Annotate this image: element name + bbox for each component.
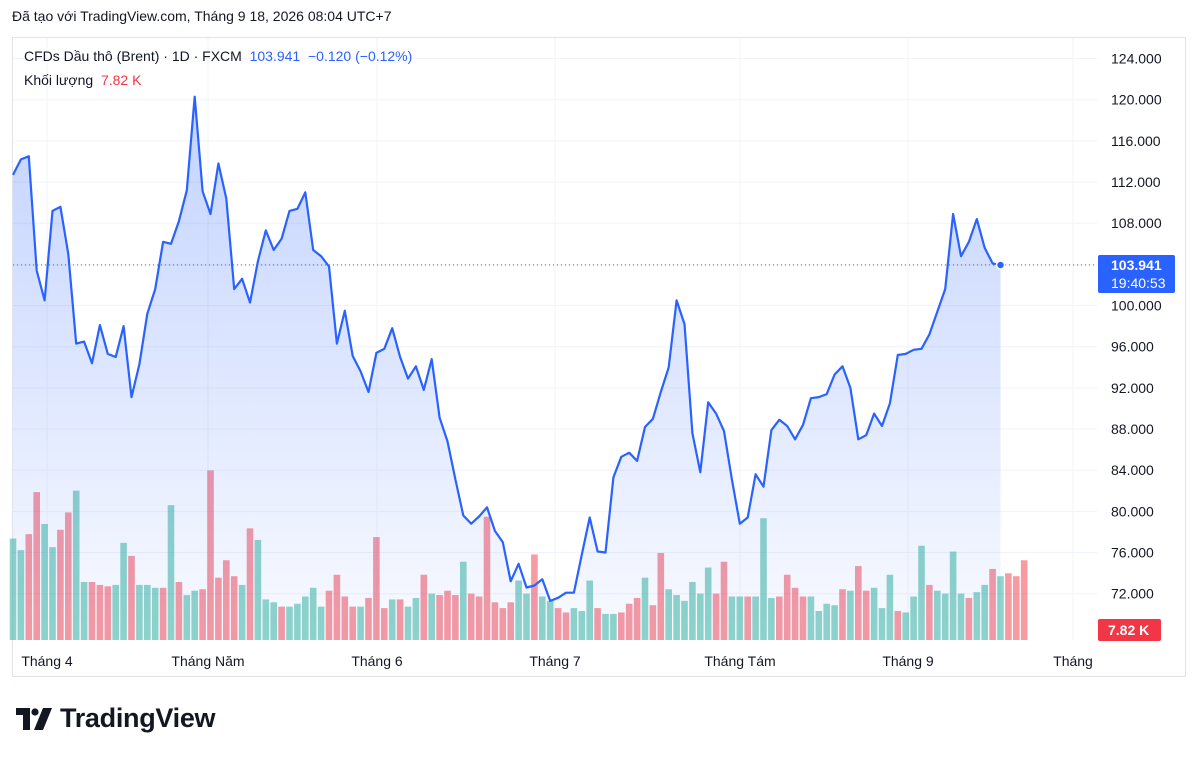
tradingview-logo-text: TradingView xyxy=(60,703,216,733)
price-axis: 124.000120.000116.000112.000108.000104.0… xyxy=(1111,51,1162,602)
volume-bar xyxy=(1013,576,1020,640)
price-tag-value: 103.941 xyxy=(1111,257,1162,273)
price-tags: 103.941 19:40:53 7.82 K xyxy=(13,255,1175,641)
last-price-marker xyxy=(995,260,1006,270)
tradingview-logo-icon xyxy=(16,707,52,730)
y-tick-label: 112.000 xyxy=(1111,174,1161,190)
x-tick-label: Tháng Tám xyxy=(704,653,775,669)
symbol-name[interactable]: CFDs Dầu thô (Brent) · 1D · FXCM xyxy=(24,48,242,64)
x-tick-label: Tháng Năm xyxy=(171,653,244,669)
symbol-legend[interactable]: CFDs Dầu thô (Brent) · 1D · FXCM 103.941… xyxy=(24,48,412,64)
volume-bar xyxy=(1005,573,1012,640)
y-tick-label: 108.000 xyxy=(1111,215,1162,231)
volume-bar xyxy=(1020,560,1028,640)
price-line xyxy=(12,95,1001,602)
tradingview-logo[interactable]: TradingView xyxy=(16,703,216,734)
y-tick-label: 116.000 xyxy=(1111,133,1161,149)
price-tag-countdown: 19:40:53 xyxy=(1111,275,1166,291)
x-tick-label: Tháng xyxy=(1053,653,1093,669)
y-tick-label: 100.000 xyxy=(1111,298,1162,314)
last-price: 103.941 xyxy=(249,48,301,64)
y-tick-label: 88.000 xyxy=(1111,421,1154,437)
x-tick-label: Tháng 6 xyxy=(351,653,403,669)
volume-tag-value: 7.82 K xyxy=(1108,622,1149,638)
y-tick-label: 96.000 xyxy=(1111,339,1154,355)
y-tick-label: 80.000 xyxy=(1111,503,1154,519)
volume-label: Khối lượng xyxy=(24,72,94,88)
price-tag-box xyxy=(1098,255,1175,294)
x-tick-label: Tháng 7 xyxy=(529,653,581,669)
chart-frame[interactable] xyxy=(12,37,1186,677)
y-tick-label: 124.000 xyxy=(1111,51,1162,67)
y-tick-label: 72.000 xyxy=(1111,586,1154,602)
volume-tag-box xyxy=(1098,619,1161,641)
x-tick-label: Tháng 4 xyxy=(21,653,73,669)
price-chart[interactable]: 124.000120.000116.000112.000108.000104.0… xyxy=(0,0,1200,700)
time-axis: Tháng 4 Tháng Năm Tháng 6 Tháng 7 Tháng Tám T… xyxy=(21,653,1093,669)
volume-value: 7.82 K xyxy=(100,72,142,88)
y-tick-label: 120.000 xyxy=(1111,92,1162,108)
y-tick-label: 84.000 xyxy=(1111,462,1154,478)
volume-legend[interactable]: Khối lượng 7.82 K xyxy=(24,72,141,88)
y-tick-label: 92.000 xyxy=(1111,380,1154,396)
price-change: −0.120 (−0.12%) xyxy=(308,48,413,64)
x-tick-label: Tháng 9 xyxy=(882,653,934,669)
chart-caption: Đã tạo với TradingView.com, Tháng 9 18, … xyxy=(12,8,392,24)
y-tick-label: 76.000 xyxy=(1111,545,1154,561)
area-fill xyxy=(13,96,1001,640)
price-area xyxy=(12,95,1001,640)
